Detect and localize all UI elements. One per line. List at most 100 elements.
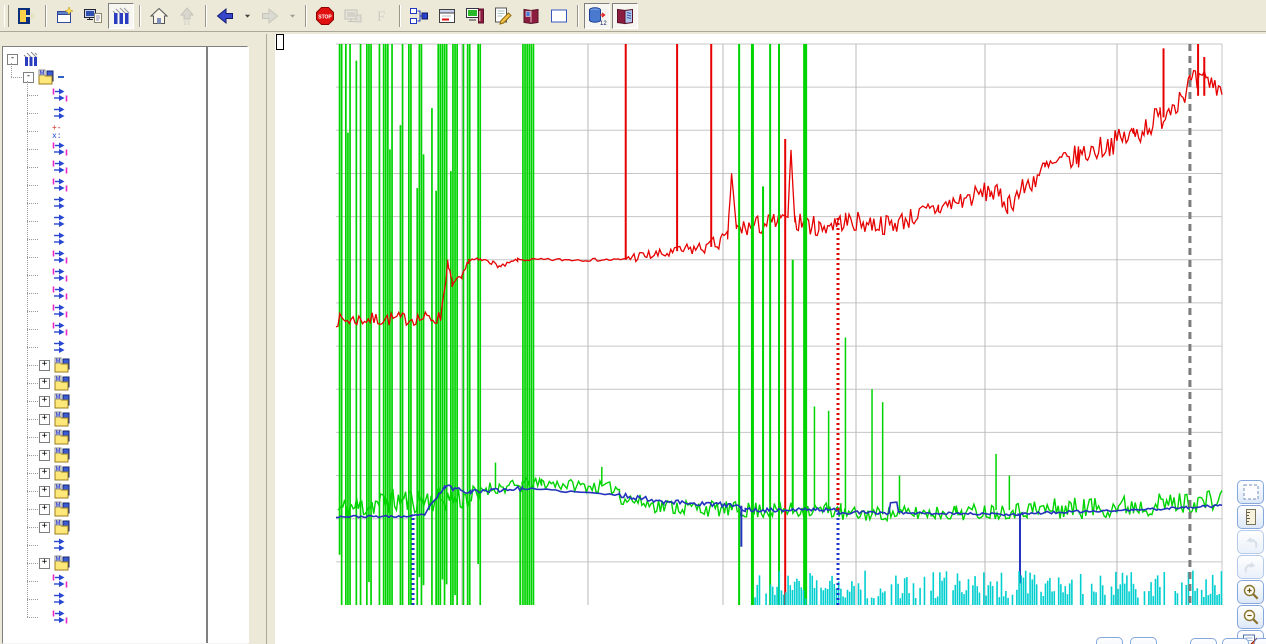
- object-icon: [22, 51, 38, 67]
- tree-item-20[interactable]: + M: [3, 410, 206, 428]
- tree-item-18[interactable]: + M: [3, 374, 206, 392]
- clipped-button[interactable]: [1190, 638, 1217, 644]
- collapse-expander[interactable]: -: [23, 71, 34, 83]
- tree-item-23[interactable]: + M: [3, 464, 206, 482]
- undo-button: [1237, 530, 1264, 554]
- expand-expander[interactable]: +: [39, 359, 50, 371]
- tree-item-7[interactable]: [3, 176, 206, 194]
- clipped-button[interactable]: [1222, 638, 1249, 644]
- expand-expander[interactable]: +: [39, 449, 50, 461]
- tree-item-label: [72, 310, 78, 312]
- back-history-dropdown[interactable]: [240, 3, 255, 29]
- trend-mode-button[interactable]: [108, 2, 134, 29]
- expand-expander[interactable]: +: [39, 485, 50, 497]
- trend-chart[interactable]: [276, 34, 1266, 644]
- journal-view-button[interactable]: [612, 2, 638, 29]
- archive-trend-button[interactable]: 12: [584, 2, 610, 29]
- expand-expander[interactable]: +: [39, 431, 50, 443]
- tree-item-4[interactable]: +- x:: [3, 122, 206, 141]
- journal-button[interactable]: [518, 3, 544, 29]
- tree-item-12[interactable]: [3, 266, 206, 284]
- toolbar-separator: [205, 4, 207, 27]
- stop-button[interactable]: STOP: [312, 3, 338, 29]
- tree-item-1[interactable]: -M: [3, 68, 206, 86]
- tree-item-15[interactable]: [3, 320, 206, 338]
- clipped-button[interactable]: [1130, 637, 1157, 644]
- tree-item-8[interactable]: [3, 194, 206, 212]
- zoom-in-button[interactable]: [1237, 580, 1264, 604]
- collapse-expander[interactable]: -: [7, 53, 18, 65]
- tree-connector: [27, 185, 38, 186]
- tree-item-11[interactable]: [3, 248, 206, 266]
- exit-button[interactable]: [14, 3, 40, 29]
- new-window-button[interactable]: [52, 3, 78, 29]
- tree-item-label: [74, 400, 80, 402]
- panel-splitter[interactable]: [266, 34, 276, 644]
- expand-expander[interactable]: +: [39, 557, 50, 569]
- home-button[interactable]: [146, 3, 172, 29]
- tree-item-22[interactable]: + M: [3, 446, 206, 464]
- expand-expander[interactable]: +: [39, 395, 50, 407]
- tree-item-30[interactable]: [3, 590, 206, 608]
- toolbar-separator: [45, 4, 47, 27]
- expand-expander[interactable]: +: [39, 503, 50, 515]
- tree-item-label: [72, 292, 78, 294]
- tree-item-28[interactable]: + M: [3, 554, 206, 572]
- tree-connector: [27, 581, 38, 582]
- redo-button: [1237, 555, 1264, 579]
- tree-item-21[interactable]: + M: [3, 428, 206, 446]
- tree-guide: [11, 63, 12, 77]
- tree-item-25[interactable]: + M: [3, 500, 206, 518]
- tree-item-24[interactable]: + M: [3, 482, 206, 500]
- tree-item-3[interactable]: [3, 104, 206, 122]
- tree-item-26[interactable]: + M: [3, 518, 206, 536]
- tree-item-2[interactable]: [3, 86, 206, 104]
- expand-expander[interactable]: +: [39, 467, 50, 479]
- tree-item-5[interactable]: [3, 140, 206, 158]
- dialog-button[interactable]: [434, 3, 460, 29]
- tree-connector: [27, 563, 38, 564]
- tree-item-0[interactable]: -: [3, 50, 206, 68]
- tree-values-column: [206, 47, 249, 643]
- folder-icon: M: [54, 357, 70, 373]
- toolbar-grip[interactable]: [4, 4, 9, 27]
- hierarchy-button[interactable]: [406, 3, 432, 29]
- tree-item-27[interactable]: [3, 536, 206, 554]
- svg-text:M: M: [56, 413, 61, 419]
- monitor-journal-button[interactable]: [462, 3, 488, 29]
- tree-connector: [27, 509, 38, 510]
- tree-item-16[interactable]: [3, 338, 206, 356]
- tree-item-9[interactable]: [3, 212, 206, 230]
- tree-connector: [27, 257, 38, 258]
- expand-expander[interactable]: +: [39, 413, 50, 425]
- svg-text:F: F: [377, 9, 385, 25]
- expand-expander[interactable]: +: [39, 521, 50, 533]
- param-io-icon: [52, 177, 68, 193]
- workstation-button[interactable]: [80, 3, 106, 29]
- tree-item-31[interactable]: [3, 608, 206, 626]
- clipped-button[interactable]: [1096, 637, 1123, 644]
- tree-item-13[interactable]: [3, 284, 206, 302]
- blank-view-button[interactable]: [546, 3, 572, 29]
- tree-item-label: [72, 256, 78, 258]
- object-tree-panel: - - M +- x: + M + M + M + M + M + M + M + M + M + M + M: [2, 46, 249, 644]
- function-button: F: [368, 3, 394, 29]
- tree-item-label: [74, 472, 80, 474]
- zoom-out-button[interactable]: [1237, 605, 1264, 629]
- fit-view-button[interactable]: [1237, 480, 1264, 504]
- tree-item-14[interactable]: [3, 302, 206, 320]
- ruler-button[interactable]: [1237, 505, 1264, 529]
- expand-expander[interactable]: +: [39, 377, 50, 389]
- tree-item-10[interactable]: [3, 230, 206, 248]
- tree-item-label: [74, 508, 80, 510]
- tree-connector: [27, 131, 38, 132]
- tree-connector: [27, 599, 38, 600]
- edit-document-button[interactable]: [490, 3, 516, 29]
- tree-item-17[interactable]: + M: [3, 356, 206, 374]
- tree-item-19[interactable]: + M: [3, 392, 206, 410]
- tree-item-29[interactable]: [3, 572, 206, 590]
- forward-history-dropdown: [285, 3, 300, 29]
- back-button[interactable]: [212, 3, 238, 29]
- clipped-button[interactable]: [1254, 638, 1266, 644]
- tree-item-6[interactable]: [3, 158, 206, 176]
